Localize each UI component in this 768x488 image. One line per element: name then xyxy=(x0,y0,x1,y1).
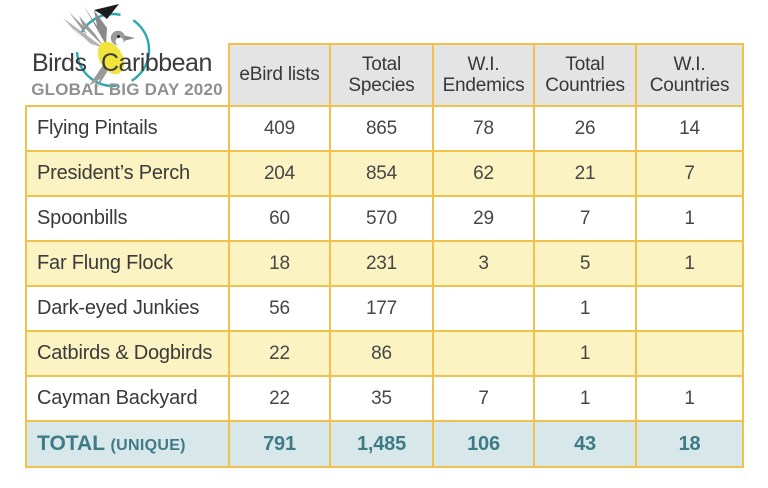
cell-value: 1 xyxy=(635,195,744,242)
logo-subtitle: GLOBAL BIG DAY 2020 xyxy=(31,80,223,99)
cell-value: 865 xyxy=(329,105,434,152)
table-row-flying-pintails: Flying Pintails 409 865 78 26 14 xyxy=(25,105,744,152)
cell-value: 7 xyxy=(533,195,637,242)
logo-spacer-cell xyxy=(26,44,229,106)
total-label: TOTAL xyxy=(37,432,105,455)
column-header-ebird-lists: eBird lists xyxy=(228,43,331,107)
cell-value: 1 xyxy=(635,375,744,422)
total-label-cell: TOTAL (UNIQUE) xyxy=(25,420,230,468)
team-name: President’s Perch xyxy=(25,150,230,197)
cell-value: 7 xyxy=(635,150,744,197)
bird-logo-icon xyxy=(63,4,151,88)
cell-value: 1 xyxy=(533,375,637,422)
column-header-total-countries: Total Countries xyxy=(533,43,637,107)
cell-value: 26 xyxy=(533,105,637,152)
cell-value: 60 xyxy=(228,195,331,242)
brand-word-caribbean: Caribbean xyxy=(101,49,212,77)
cell-value: 177 xyxy=(329,285,434,332)
cell-value: 7 xyxy=(432,375,535,422)
table-row-dark-eyed-junkies: Dark-eyed Junkies 56 177 1 xyxy=(25,285,744,332)
cell-value: 14 xyxy=(635,105,744,152)
table-row-spoonbills: Spoonbills 60 570 29 7 1 xyxy=(25,195,744,242)
cell-value: 29 xyxy=(432,195,535,242)
table-row-far-flung-flock: Far Flung Flock 18 231 3 5 1 xyxy=(25,240,744,287)
cell-value: 1 xyxy=(533,285,637,332)
total-value: 43 xyxy=(533,420,637,468)
cell-value: 1 xyxy=(635,240,744,287)
cell-value: 231 xyxy=(329,240,434,287)
total-value: 1,485 xyxy=(329,420,434,468)
cell-value: 62 xyxy=(432,150,535,197)
total-value: 106 xyxy=(432,420,535,468)
team-name: Dark-eyed Junkies xyxy=(25,285,230,332)
cell-value: 854 xyxy=(329,150,434,197)
cell-value xyxy=(432,285,535,332)
table-row-catbirds-dogbirds: Catbirds & Dogbirds 22 86 1 xyxy=(25,330,744,377)
header-row: eBird lists Total Species W.I. Endemics … xyxy=(26,43,744,107)
total-value: 791 xyxy=(228,420,331,468)
cell-value: 35 xyxy=(329,375,434,422)
cell-value: 5 xyxy=(533,240,637,287)
team-name: Spoonbills xyxy=(25,195,230,242)
table-row-presidents-perch: President’s Perch 204 854 62 21 7 xyxy=(25,150,744,197)
total-row: TOTAL (UNIQUE) 791 1,485 106 43 18 xyxy=(25,420,744,468)
team-name: Flying Pintails xyxy=(25,105,230,152)
cell-value: 204 xyxy=(228,150,331,197)
column-header-wi-countries: W.I. Countries xyxy=(635,43,744,107)
cell-value: 78 xyxy=(432,105,535,152)
total-sublabel: (UNIQUE) xyxy=(110,437,186,454)
column-header-total-species: Total Species xyxy=(329,43,434,107)
cell-value xyxy=(432,330,535,377)
table-row-cayman-backyard: Cayman Backyard 22 35 7 1 1 xyxy=(25,375,744,422)
cell-value: 18 xyxy=(228,240,331,287)
team-name: Far Flung Flock xyxy=(25,240,230,287)
team-name: Catbirds & Dogbirds xyxy=(25,330,230,377)
birdscaribbean-logo: Birds Caribbean GLOBAL BIG DAY 2020 xyxy=(25,2,230,104)
cell-value: 22 xyxy=(228,330,331,377)
cell-value: 86 xyxy=(329,330,434,377)
cell-value xyxy=(635,285,744,332)
cell-value: 22 xyxy=(228,375,331,422)
cell-value: 570 xyxy=(329,195,434,242)
cell-value: 1 xyxy=(533,330,637,377)
results-table: eBird lists Total Species W.I. Endemics … xyxy=(25,43,744,468)
column-header-wi-endemics: W.I. Endemics xyxy=(432,43,535,107)
cell-value: 3 xyxy=(432,240,535,287)
total-value: 18 xyxy=(635,420,744,468)
team-name: Cayman Backyard xyxy=(25,375,230,422)
cell-value: 21 xyxy=(533,150,637,197)
brand-word-birds: Birds xyxy=(32,49,87,77)
cell-value: 56 xyxy=(228,285,331,332)
cell-value xyxy=(635,330,744,377)
cell-value: 409 xyxy=(228,105,331,152)
